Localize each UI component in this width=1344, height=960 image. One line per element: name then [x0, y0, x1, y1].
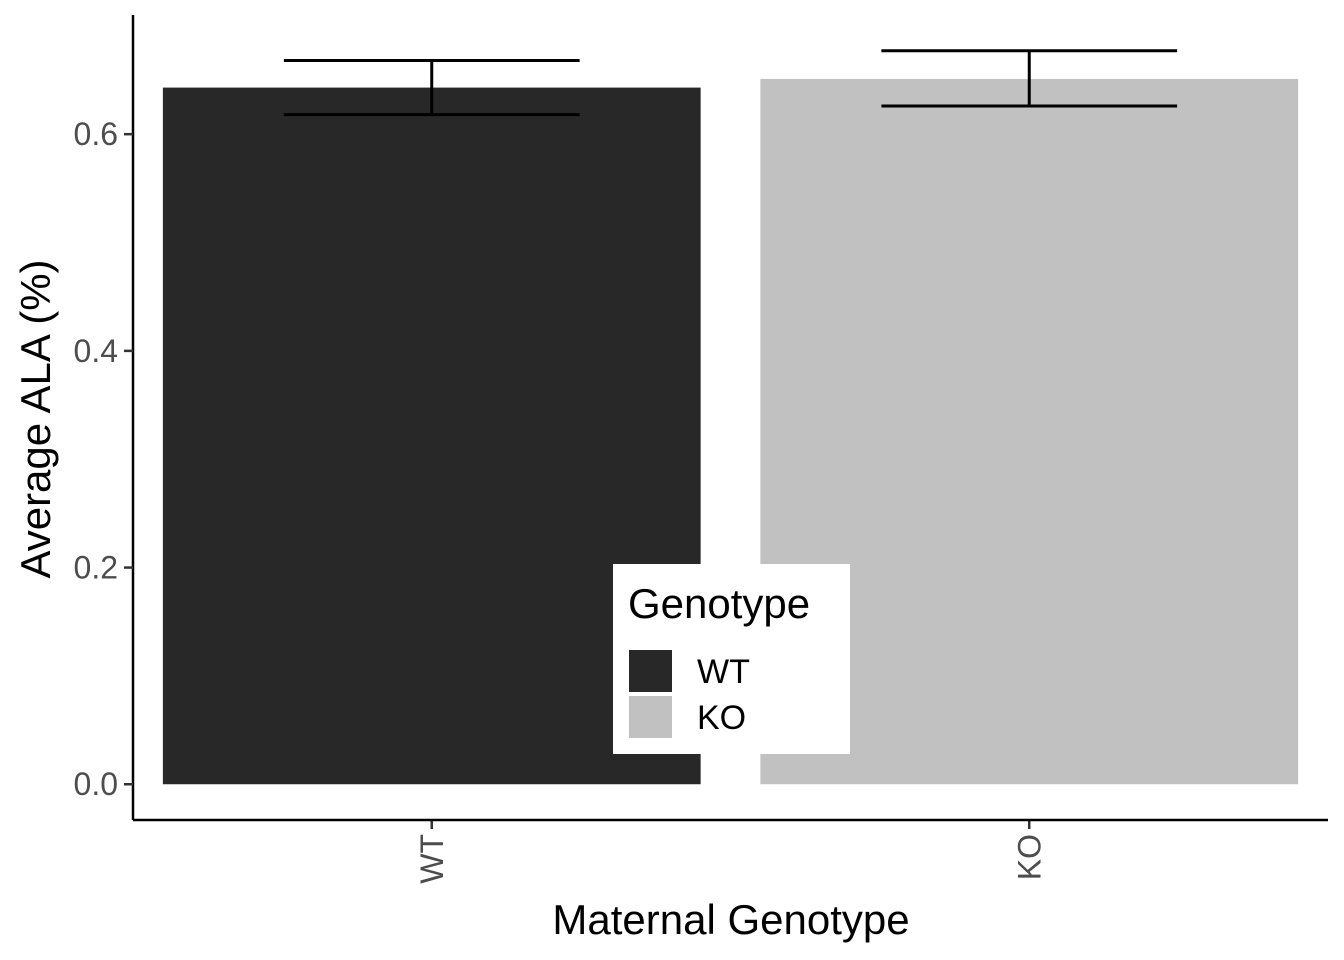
- axes-layer: WT KO 0.0 0.2 0.4 0.6: [74, 15, 1328, 884]
- legend: Genotype WT KO: [613, 564, 850, 754]
- legend-key-wt: [629, 650, 672, 692]
- y-tick-label: 0.4: [74, 333, 118, 369]
- legend-label-wt: WT: [697, 653, 750, 691]
- bars-layer: [162, 78, 1299, 785]
- x-tick-label-wt: WT: [414, 834, 450, 884]
- error-bar-ko: [881, 49, 1178, 108]
- legend-title: Genotype: [628, 580, 810, 627]
- x-tick-label-ko: KO: [1011, 834, 1047, 880]
- x-axis-title: Maternal Genotype: [552, 896, 909, 943]
- legend-entries: WT KO: [629, 650, 750, 738]
- legend-key-ko: [629, 696, 672, 738]
- y-axis-title: Average ALA (%): [12, 259, 59, 578]
- y-tick-label: 0.6: [74, 116, 118, 152]
- bar-wt: [162, 87, 701, 785]
- y-tick-label: 0.0: [74, 766, 118, 802]
- error-bars-layer: [283, 49, 1178, 117]
- y-tick-label: 0.2: [74, 550, 118, 586]
- error-bar-wt: [283, 59, 580, 117]
- legend-label-ko: KO: [697, 699, 746, 737]
